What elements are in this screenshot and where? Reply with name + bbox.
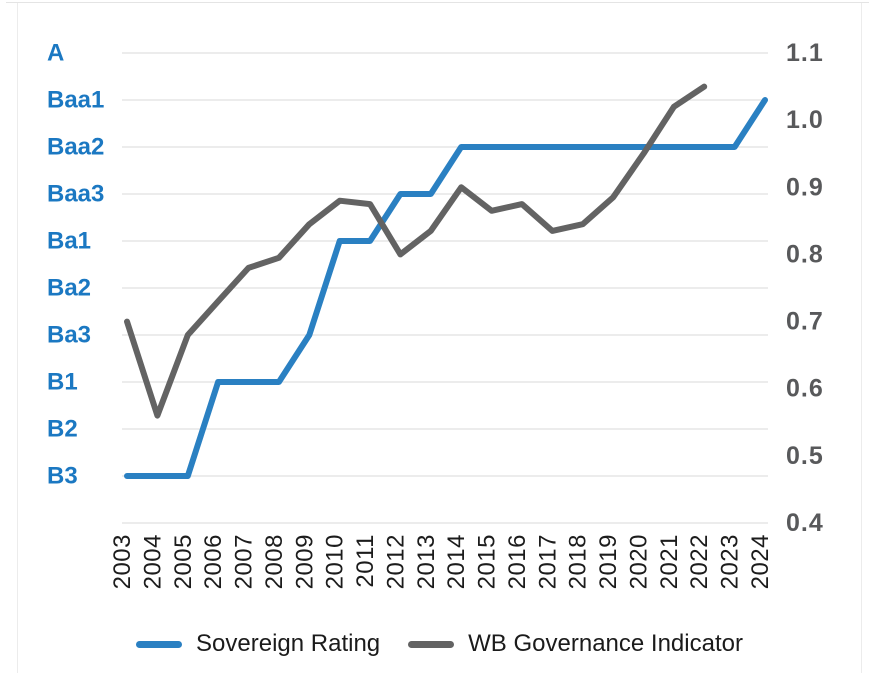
y-axis-label-left: Baa1 <box>47 87 104 114</box>
x-axis-label: 2008 <box>261 534 288 589</box>
y-axis-label-left: A <box>47 40 64 67</box>
x-axis-label: 2020 <box>625 534 652 589</box>
y-axis-label-left: Baa2 <box>47 134 104 161</box>
y-axis-label-right: 0.6 <box>786 375 824 403</box>
x-axis-label: 2018 <box>565 534 592 589</box>
legend-swatch-sovereign-rating <box>136 640 183 648</box>
legend-item-sovereign-rating[interactable]: Sovereign Rating <box>136 630 380 658</box>
legend-swatch-wb-governance <box>408 640 455 648</box>
y-axis-label-left: B1 <box>47 369 78 396</box>
x-axis-label: 2016 <box>504 534 531 589</box>
x-axis-label: 2003 <box>109 534 136 589</box>
y-axis-label-left: Baa3 <box>47 181 104 208</box>
x-axis-label: 2014 <box>443 534 470 589</box>
x-axis-label: 2011 <box>352 534 379 588</box>
x-axis-label: 2022 <box>686 534 713 589</box>
legend-label-wb-governance: WB Governance Indicator <box>468 630 743 657</box>
frame-left-border <box>17 3 18 673</box>
y-axis-label-left: Ba1 <box>47 228 91 255</box>
x-axis-label: 2007 <box>231 534 258 589</box>
y-axis-label-right: 0.7 <box>786 308 824 336</box>
sovereign-rating-line <box>124 97 768 479</box>
y-axis-label-left: Ba2 <box>47 275 91 302</box>
x-axis-label: 2015 <box>474 534 501 589</box>
y-axis-label-right: 0.5 <box>786 442 824 470</box>
y-axis-label-right: 1.1 <box>786 39 824 67</box>
x-axis-label: 2017 <box>534 534 561 589</box>
legend-item-wb-governance[interactable]: WB Governance Indicator <box>408 630 743 658</box>
x-axis-label: 2005 <box>170 534 197 589</box>
frame-right-border <box>861 3 862 673</box>
x-axis-label: 2010 <box>322 534 349 589</box>
y-axis-label-right: 0.8 <box>786 240 824 268</box>
x-axis-label: 2013 <box>413 534 440 589</box>
x-axis-label: 2004 <box>139 534 166 589</box>
x-axis-label: 2021 <box>656 534 683 589</box>
x-axis-label: 2019 <box>595 534 622 589</box>
y-axis-label-right: 0.9 <box>786 173 824 201</box>
y-axis-label-left: B3 <box>47 463 78 490</box>
y-axis-label-left: Ba3 <box>47 322 91 349</box>
chart-canvas: A Baa1 Baa2 Baa3 Ba1 Ba2 Ba3 B1 B2 B3 1.1 1.0 0.9 0.8… <box>47 39 824 589</box>
y-axis-label-left: B2 <box>47 416 78 443</box>
x-axis-label: 2024 <box>747 534 774 589</box>
y-axis-label-right: 1.0 <box>786 106 824 134</box>
legend-label-sovereign-rating: Sovereign Rating <box>196 630 381 657</box>
x-axis-label: 2023 <box>717 534 744 589</box>
y-axis-label-right: 0.4 <box>786 509 824 537</box>
x-axis-label: 2012 <box>382 534 409 589</box>
x-axis-label: 2006 <box>200 534 227 589</box>
frame-top-border <box>6 2 869 3</box>
x-axis-label: 2009 <box>291 534 318 589</box>
wb-governance-indicator-line <box>124 83 708 419</box>
legend: Sovereign Rating WB Governance Indicator <box>0 630 879 658</box>
